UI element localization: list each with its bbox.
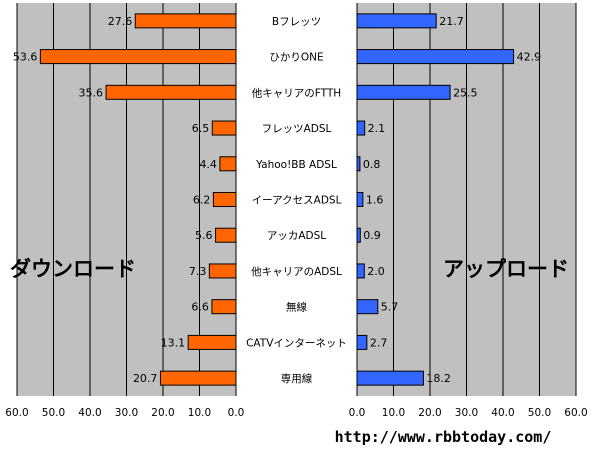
upload-bar: [356, 334, 368, 350]
upload-bar: [356, 156, 361, 172]
download-bar: [105, 84, 237, 100]
category-label: 無線: [286, 301, 307, 314]
category-label: アッカADSL: [267, 230, 326, 242]
upload-value-label: 2.1: [368, 122, 386, 135]
x-tick-label: 10.0: [382, 407, 405, 419]
x-tick-label: 40.0: [78, 407, 101, 419]
download-bar: [211, 120, 237, 136]
download-panel-label: ダウンロード: [10, 257, 136, 281]
category-label: ひかりONE: [269, 52, 323, 64]
upload-bar: [356, 227, 361, 243]
x-tick-label: 50.0: [42, 407, 65, 419]
left-axis-ticks: 60.0 50.0 40.0 30.0 20.0 10.0 0.0: [5, 407, 244, 419]
x-tick-label: 30.0: [115, 407, 138, 419]
x-tick-label: 0.0: [349, 407, 366, 419]
download-value-label: 6.6: [191, 301, 209, 314]
x-tick-label: 20.0: [151, 407, 174, 419]
upload-bars: [356, 13, 515, 386]
upload-value-label: 21.7: [439, 15, 464, 28]
upload-value-label: 2.0: [367, 265, 385, 278]
x-tick-label: 20.0: [418, 407, 441, 419]
grid-lines: [16, 3, 577, 396]
x-tick-label: 0.0: [228, 407, 245, 419]
x-tick-label: 40.0: [491, 407, 514, 419]
upload-value-label: 1.6: [366, 194, 384, 207]
upload-value-label: 2.7: [370, 336, 388, 349]
upload-value-label: 25.5: [453, 86, 478, 99]
category-label: Bフレッツ: [272, 16, 321, 28]
source-url: http://www.rbbtoday.com/: [335, 428, 552, 446]
right-axis-ticks: 0.0 10.0 20.0 30.0 40.0 50.0 60.0: [349, 407, 588, 419]
x-tick-label: 10.0: [188, 407, 211, 419]
category-label: 他キャリアのADSL: [251, 265, 342, 278]
category-label: Yahoo!BB ADSL: [255, 159, 337, 171]
upload-bar: [356, 192, 364, 207]
category-label: CATVインターネット: [246, 337, 347, 349]
download-value-label: 7.3: [189, 265, 207, 278]
upload-bar: [356, 49, 515, 65]
download-bar: [215, 227, 237, 243]
upload-value-label: 0.9: [363, 229, 381, 242]
download-value-label: 4.4: [199, 158, 217, 171]
upload-bar: [356, 370, 424, 386]
upload-bar: [356, 84, 451, 100]
download-bar: [211, 299, 237, 315]
upload-bar: [356, 13, 437, 29]
x-tick-label: 60.0: [564, 407, 587, 419]
upload-bar: [356, 299, 379, 315]
upload-value-label: 42.9: [517, 51, 542, 64]
download-bar: [212, 192, 237, 207]
upload-value-label: 5.7: [381, 301, 399, 314]
download-bar: [219, 156, 237, 172]
download-value-labels: 27.6 53.6 35.6 6.5 4.4 6.2 5.6 7.3 6.6 13.1 20.7: [13, 15, 217, 385]
download-bar: [39, 49, 237, 65]
download-value-label: 6.2: [193, 194, 211, 207]
upload-panel-label: アップロード: [443, 257, 569, 281]
x-tick-label: 30.0: [455, 407, 478, 419]
download-value-label: 13.1: [161, 336, 186, 349]
category-label: 他キャリアのFTTH: [252, 86, 341, 99]
download-value-label: 35.6: [79, 86, 104, 99]
upload-value-label: 18.2: [426, 372, 451, 385]
x-tick-label: 60.0: [5, 407, 28, 419]
upload-bar: [356, 120, 366, 136]
download-value-label: 27.6: [108, 15, 133, 28]
download-bars: [39, 13, 237, 386]
download-value-label: 6.5: [192, 122, 210, 135]
download-bar: [159, 370, 237, 386]
upload-value-labels: 21.7 42.9 25.5 2.1 0.8 1.6 0.9 2.0 5.7 2.7 18.2: [363, 15, 541, 385]
download-value-label: 5.6: [195, 229, 213, 242]
download-value-label: 20.7: [133, 372, 158, 385]
upload-value-label: 0.8: [363, 158, 381, 171]
x-tick-label: 50.0: [528, 407, 551, 419]
category-label: 専用線: [281, 372, 313, 385]
download-bar: [134, 13, 237, 29]
category-label: フレッツADSL: [262, 123, 332, 135]
download-bar: [208, 263, 237, 279]
upload-bar: [356, 263, 365, 279]
download-bar: [187, 334, 237, 350]
download-value-label: 53.6: [13, 51, 38, 64]
category-label: イーアクセスADSL: [252, 195, 342, 207]
